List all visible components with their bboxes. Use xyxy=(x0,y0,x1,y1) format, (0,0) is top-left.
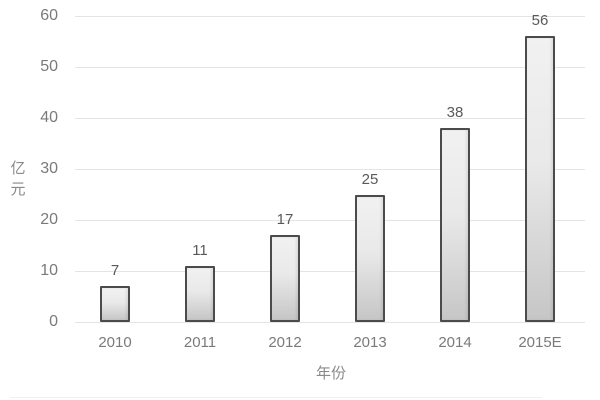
gridline xyxy=(75,169,585,170)
x-tick-label: 2014 xyxy=(438,334,472,351)
bar-value-label: 38 xyxy=(446,104,464,122)
y-axis-title: 亿元 xyxy=(10,160,26,198)
gridline xyxy=(75,16,585,17)
bar-2015E xyxy=(525,36,555,322)
gridline xyxy=(75,220,585,221)
bar-value-label: 56 xyxy=(531,12,549,30)
gridline xyxy=(75,271,585,272)
gridline xyxy=(75,322,585,323)
x-tick-label: 2010 xyxy=(98,334,132,351)
y-tick-label: 20 xyxy=(40,211,58,228)
bar-2012 xyxy=(270,235,300,322)
bar-2010 xyxy=(100,286,130,322)
y-tick-label: 30 xyxy=(40,160,58,177)
x-tick-label: 2015E xyxy=(518,334,562,351)
bottom-edge-line xyxy=(10,397,542,398)
bar-2013 xyxy=(355,194,385,322)
bar-value-label: 11 xyxy=(192,241,208,259)
gridline xyxy=(75,67,585,68)
x-tick-label: 2012 xyxy=(268,334,302,351)
bar-value-label: 17 xyxy=(276,211,294,229)
bar-value-label: 25 xyxy=(361,170,379,188)
y-tick-label: 10 xyxy=(40,262,58,279)
bar-2014 xyxy=(440,128,470,322)
y-tick-label: 0 xyxy=(49,313,58,330)
bar-value-label: 7 xyxy=(110,262,120,280)
x-tick-label: 2011 xyxy=(183,334,217,351)
x-tick-label: 2013 xyxy=(353,334,387,351)
y-tick-label: 40 xyxy=(40,109,58,126)
y-tick-label: 50 xyxy=(40,58,58,75)
bar-2011 xyxy=(185,265,215,322)
x-axis-title: 年份 xyxy=(315,365,346,382)
y-tick-label: 60 xyxy=(40,7,58,24)
gridline xyxy=(75,118,585,119)
